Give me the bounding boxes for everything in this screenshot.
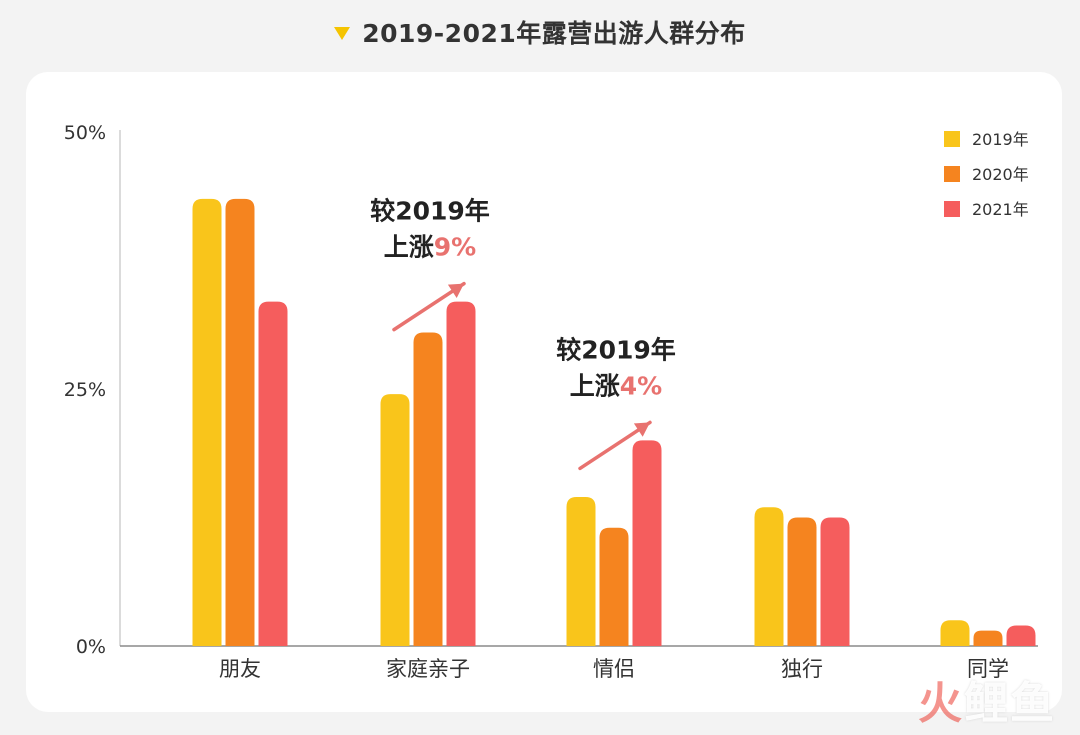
watermark-logo: 火鲤鱼 [918, 678, 1056, 729]
bar-2020-1 [413, 332, 443, 646]
legend-swatch [944, 131, 960, 147]
bar-2019-4 [940, 620, 970, 646]
annotation-line2: 上涨9% [384, 233, 476, 262]
bar-2019-2 [566, 496, 596, 646]
category-label: 家庭亲子 [386, 657, 470, 681]
y-tick-label: 25% [64, 379, 106, 401]
bar-2019-1 [380, 394, 410, 646]
category-label: 情侣 [593, 657, 635, 681]
annotation-prefix: 上涨 [384, 233, 434, 262]
category-label: 独行 [781, 657, 823, 681]
legend-swatch [944, 201, 960, 217]
annotation-increase-value: 4% [620, 371, 662, 400]
y-tick-label: 0% [76, 636, 106, 658]
annotation-increase-value: 9% [434, 233, 476, 262]
bar-2020-4 [973, 630, 1003, 646]
bar-2021-0 [258, 301, 288, 646]
annotation-line1: 较2019年 [556, 335, 676, 364]
y-tick-label: 50% [64, 122, 106, 144]
annotation-line2: 上涨4% [570, 371, 662, 400]
chart-card: 0% 25% 50% 朋友 家庭亲子 情侣 独行 同学 2019年 2020年 2021年 较2019… [26, 72, 1062, 712]
arrow-head-icon [633, 422, 650, 437]
chart-title: 2019-2021年露营出游人群分布 [362, 19, 746, 48]
bar-2019-3 [754, 507, 784, 646]
bar-2021-3 [820, 517, 850, 646]
bar-chart: 0%25%50%朋友 家庭亲子 情侣 独行 同学2019年2020年2021年较2019… [64, 122, 1038, 681]
category-label: 朋友 [219, 657, 261, 681]
bar-2021-2 [632, 440, 662, 646]
bar-2021-1 [446, 301, 476, 646]
arrow-head-icon [447, 283, 464, 298]
bar-2019-0 [192, 198, 222, 646]
chart-header: 2019-2021年露营出游人群分布 [0, 12, 1080, 52]
bar-2020-2 [599, 527, 629, 646]
triangle-marker-icon [334, 26, 351, 40]
annotation-prefix: 上涨 [570, 371, 620, 400]
category-label: 同学 [967, 657, 1009, 681]
bar-2020-0 [225, 198, 255, 646]
annotation-line1: 较2019年 [370, 197, 490, 226]
bar-2021-4 [1006, 625, 1036, 646]
bar-2020-3 [787, 517, 817, 646]
legend-swatch [944, 166, 960, 182]
legend-label: 2019年 [972, 130, 1029, 149]
legend-label: 2020年 [972, 165, 1029, 184]
legend-label: 2021年 [972, 200, 1029, 219]
